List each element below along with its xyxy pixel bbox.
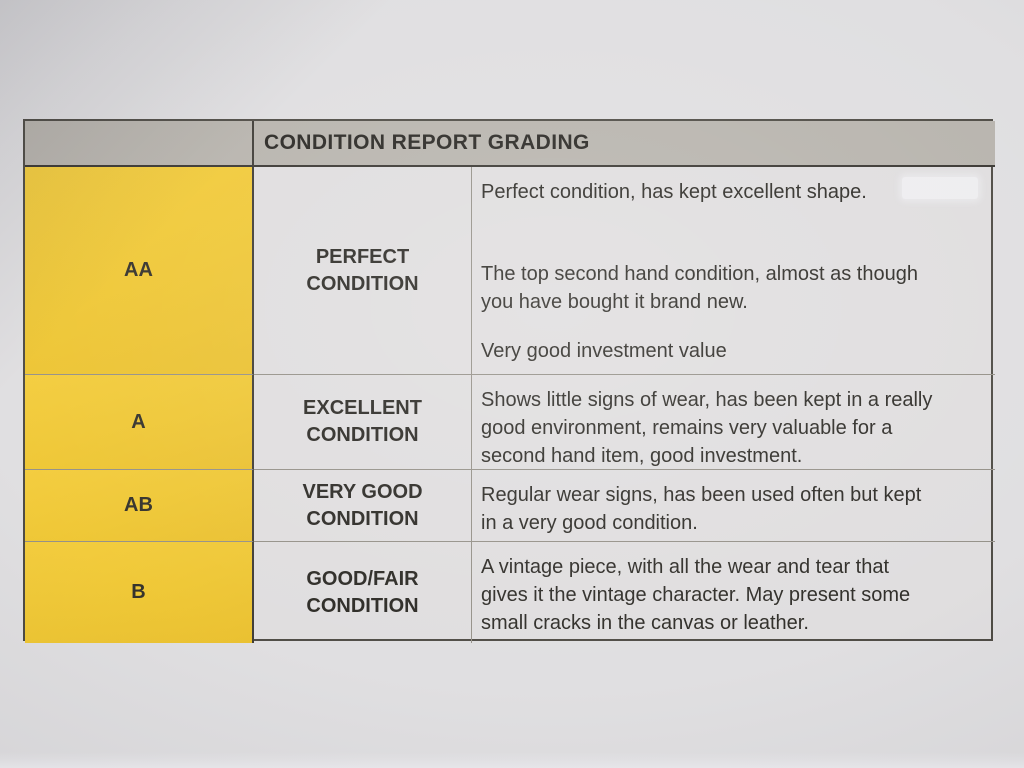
label-cell-good-fair-condition: GOOD/FAIR CONDITION [254, 542, 472, 643]
description-b-paragraph: A vintage piece, with all the wear and t… [481, 556, 911, 634]
description-aa-paragraph-2: The top second hand condition, almost as… [481, 263, 918, 313]
grade-cell-aa: AA [25, 167, 254, 375]
header-empty-cell [25, 121, 254, 167]
description-cell-aa: Perfect condition, has kept excellent sh… [472, 167, 995, 375]
description-aa-paragraph-3: Very good investment value [481, 340, 727, 362]
description-ab-paragraph: Regular wear signs, has been used often … [481, 484, 922, 534]
grade-cell-b: B [25, 542, 254, 643]
grade-cell-ab: AB [25, 470, 254, 542]
grade-b-text: B [131, 581, 146, 603]
grading-table: CONDITION REPORT GRADING AA PERFECT COND… [23, 119, 995, 643]
table-title-text: CONDITION REPORT GRADING [264, 131, 590, 154]
description-a-paragraph: Shows little signs of wear, has been kep… [481, 389, 933, 467]
description-aa-paragraph-1: Perfect condition, has kept excellent sh… [481, 181, 867, 203]
label-cell-excellent-condition: EXCELLENT CONDITION [254, 375, 472, 470]
description-cell-b: A vintage piece, with all the wear and t… [472, 542, 995, 643]
label-cell-very-good-condition: VERY GOOD CONDITION [254, 470, 472, 542]
label-cell-perfect-condition: PERFECT CONDITION [254, 167, 472, 375]
description-cell-a: Shows little signs of wear, has been kep… [472, 375, 995, 470]
grade-cell-a: A [25, 375, 254, 470]
table-title: CONDITION REPORT GRADING [254, 121, 995, 167]
grade-a-text: A [131, 410, 146, 433]
grade-aa-text: AA [124, 259, 153, 281]
description-cell-ab: Regular wear signs, has been used often … [472, 470, 995, 542]
grade-ab-text: AB [124, 494, 153, 516]
